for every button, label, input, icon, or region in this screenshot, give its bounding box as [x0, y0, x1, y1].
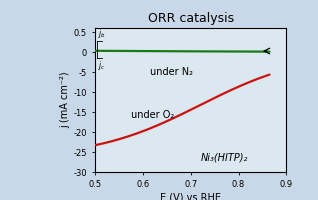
X-axis label: E (V) vs RHE: E (V) vs RHE — [160, 192, 221, 200]
Title: ORR catalysis: ORR catalysis — [148, 12, 234, 25]
Text: $j_b$: $j_b$ — [98, 27, 106, 40]
Text: $j_c$: $j_c$ — [98, 59, 106, 72]
Text: under O₂: under O₂ — [131, 110, 175, 120]
Text: under N₂: under N₂ — [150, 67, 193, 77]
Text: Ni₃(HITP)₂: Ni₃(HITP)₂ — [200, 152, 248, 162]
Y-axis label: j (mA cm⁻²): j (mA cm⁻²) — [61, 72, 71, 128]
